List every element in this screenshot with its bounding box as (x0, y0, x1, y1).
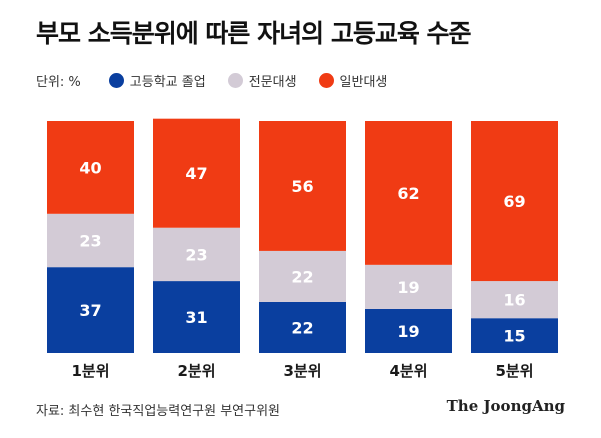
bar-segment-university-3 (259, 121, 346, 251)
data-label-university-5: 69 (503, 192, 525, 211)
bar-segment-college-3 (259, 250, 346, 302)
legend-item-high-school: 고등학교 졸업 (108, 71, 206, 90)
bar-segment-high-school-5 (471, 318, 558, 353)
bar-segment-high-school-1 (47, 267, 134, 353)
legend-label-university: 일반대생 (339, 74, 388, 90)
data-label-university-3: 56 (291, 177, 313, 196)
legend-swatch-college (227, 72, 243, 88)
data-label-high-school-1: 37 (79, 301, 101, 320)
legend: 단위: % 고등학교 졸업 전문대생 일반대생 (36, 70, 409, 90)
bar-segment-university-5 (471, 121, 558, 282)
data-label-university-4: 62 (397, 184, 419, 203)
bar-segment-high-school-2 (153, 281, 240, 353)
bar-segment-college-1 (47, 213, 134, 268)
legend-swatch-high-school (108, 72, 124, 88)
bar-segment-college-5 (471, 281, 558, 319)
data-label-university-1: 40 (79, 158, 101, 177)
publisher-logo: The JoongAng (446, 397, 565, 415)
category-label-1: 1분위 (71, 362, 109, 380)
data-label-college-2: 23 (185, 245, 207, 264)
bar-segment-college-4 (365, 264, 452, 309)
unit-label: 단위: % (36, 74, 81, 90)
category-label-5: 5분위 (495, 362, 533, 380)
bar-segment-high-school-3 (259, 301, 346, 353)
data-label-college-4: 19 (397, 278, 419, 297)
category-label-4: 4분위 (389, 362, 427, 380)
bar-segment-university-4 (365, 121, 452, 265)
category-label-3: 3분위 (283, 362, 321, 380)
data-label-high-school-4: 19 (397, 322, 419, 341)
legend-swatch-university (318, 72, 334, 88)
data-label-high-school-5: 15 (503, 327, 525, 346)
category-label-2: 2분위 (177, 362, 215, 380)
chart-title: 부모 소득분위에 따른 자녀의 고등교육 수준 (36, 19, 472, 48)
bar-segment-university-2 (153, 118, 240, 228)
data-label-college-1: 23 (79, 231, 101, 250)
data-label-high-school-3: 22 (291, 318, 313, 337)
data-label-university-2: 47 (185, 164, 207, 183)
legend-label-college: 전문대생 (248, 74, 297, 90)
legend-label-high-school: 고등학교 졸업 (129, 74, 206, 90)
source-note: 자료: 최수현 한국직업능력연구원 부연구위원 (36, 404, 281, 419)
bar-segment-high-school-4 (365, 308, 452, 353)
bar-segment-college-2 (153, 227, 240, 282)
bar-segment-university-1 (47, 121, 134, 214)
legend-item-college: 전문대생 (227, 71, 297, 90)
legend-item-university: 일반대생 (318, 71, 388, 90)
data-label-college-5: 16 (503, 291, 525, 310)
data-label-college-3: 22 (291, 267, 313, 286)
data-label-high-school-2: 31 (185, 308, 207, 327)
